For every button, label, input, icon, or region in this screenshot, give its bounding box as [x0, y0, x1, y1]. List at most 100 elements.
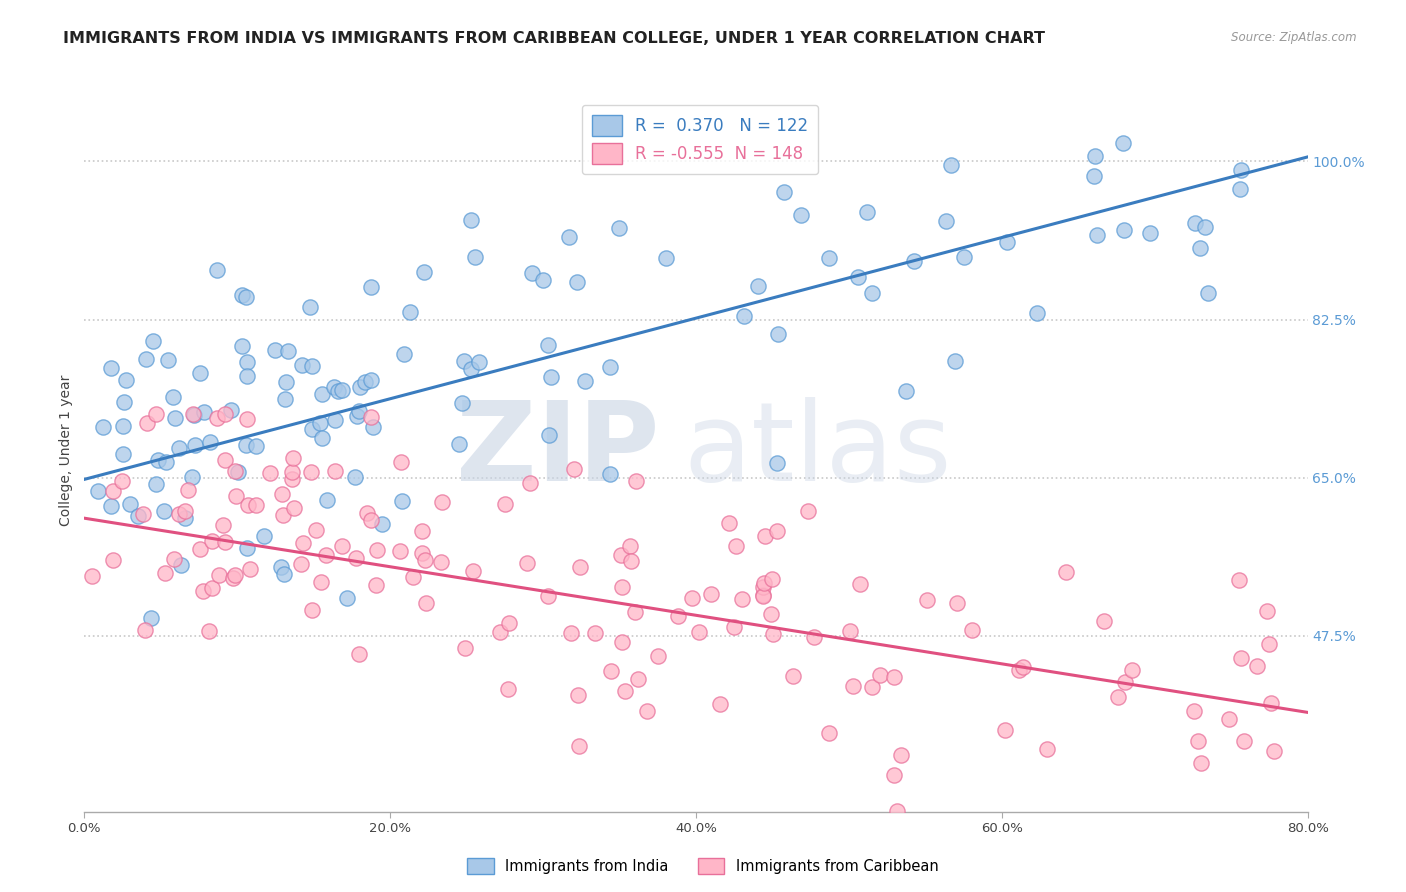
- Point: [277, 344, 299, 359]
- Point: [1107, 690, 1129, 705]
- Point: [723, 620, 745, 634]
- Legend: Immigrants from India, Immigrants from Caribbean: Immigrants from India, Immigrants from C…: [461, 852, 945, 880]
- Point: [1011, 660, 1033, 674]
- Point: [1256, 604, 1278, 618]
- Point: [173, 510, 195, 524]
- Point: [214, 534, 236, 549]
- Point: [1114, 674, 1136, 689]
- Point: [201, 533, 224, 548]
- Point: [583, 626, 606, 640]
- Point: [565, 275, 588, 289]
- Point: [782, 669, 804, 683]
- Point: [761, 572, 783, 586]
- Point: [208, 567, 231, 582]
- Point: [299, 300, 322, 314]
- Point: [860, 286, 883, 301]
- Point: [1260, 696, 1282, 710]
- Point: [1111, 136, 1133, 151]
- Point: [636, 704, 658, 718]
- Point: [222, 571, 245, 585]
- Point: [626, 474, 648, 488]
- Point: [1084, 148, 1107, 162]
- Point: [235, 290, 257, 304]
- Point: [120, 497, 142, 511]
- Point: [519, 475, 541, 490]
- Point: [766, 456, 789, 470]
- Point: [568, 739, 591, 753]
- Point: [607, 220, 630, 235]
- Point: [127, 509, 149, 524]
- Point: [309, 575, 332, 590]
- Point: [567, 688, 589, 702]
- Point: [1184, 216, 1206, 230]
- Point: [239, 562, 262, 576]
- Point: [181, 407, 204, 422]
- Point: [700, 587, 723, 601]
- Point: [1229, 651, 1251, 665]
- Point: [994, 723, 1017, 737]
- Point: [943, 353, 966, 368]
- Point: [464, 250, 486, 264]
- Point: [356, 506, 378, 520]
- Point: [349, 404, 371, 418]
- Point: [205, 410, 228, 425]
- Point: [205, 262, 228, 277]
- Point: [560, 626, 582, 640]
- Point: [531, 272, 554, 286]
- Point: [941, 158, 963, 172]
- Point: [135, 417, 157, 431]
- Point: [569, 560, 592, 574]
- Point: [235, 354, 257, 368]
- Point: [599, 467, 621, 481]
- Point: [1085, 227, 1108, 242]
- Point: [212, 518, 235, 533]
- Point: [336, 591, 359, 606]
- Point: [1094, 614, 1116, 628]
- Point: [1233, 734, 1256, 748]
- Point: [953, 250, 976, 264]
- Point: [364, 578, 387, 592]
- Point: [273, 566, 295, 581]
- Point: [389, 454, 412, 468]
- Point: [415, 596, 437, 610]
- Point: [290, 557, 312, 571]
- Point: [849, 577, 872, 591]
- Point: [1218, 712, 1240, 726]
- Point: [817, 726, 839, 740]
- Point: [148, 453, 170, 467]
- Point: [100, 361, 122, 376]
- Y-axis label: College, Under 1 year: College, Under 1 year: [59, 375, 73, 526]
- Point: [558, 230, 581, 244]
- Point: [841, 679, 863, 693]
- Point: [647, 648, 669, 663]
- Point: [291, 358, 314, 372]
- Text: atlas: atlas: [683, 397, 952, 504]
- Point: [169, 507, 191, 521]
- Point: [101, 483, 124, 498]
- Point: [894, 384, 917, 398]
- Point: [537, 428, 560, 442]
- Point: [219, 402, 242, 417]
- Point: [1121, 664, 1143, 678]
- Point: [883, 768, 905, 782]
- Point: [1187, 734, 1209, 748]
- Point: [274, 392, 297, 406]
- Point: [654, 251, 676, 265]
- Point: [259, 466, 281, 480]
- Point: [100, 499, 122, 513]
- Point: [460, 361, 482, 376]
- Point: [731, 592, 754, 607]
- Point: [245, 439, 267, 453]
- Point: [153, 566, 176, 580]
- Point: [191, 584, 214, 599]
- Point: [599, 664, 621, 678]
- Point: [709, 697, 731, 711]
- Point: [80, 569, 103, 583]
- Point: [198, 435, 221, 450]
- Point: [188, 541, 211, 556]
- Point: [228, 465, 250, 479]
- Point: [718, 516, 741, 530]
- Point: [1189, 756, 1212, 771]
- Point: [536, 337, 558, 351]
- Point: [562, 461, 585, 475]
